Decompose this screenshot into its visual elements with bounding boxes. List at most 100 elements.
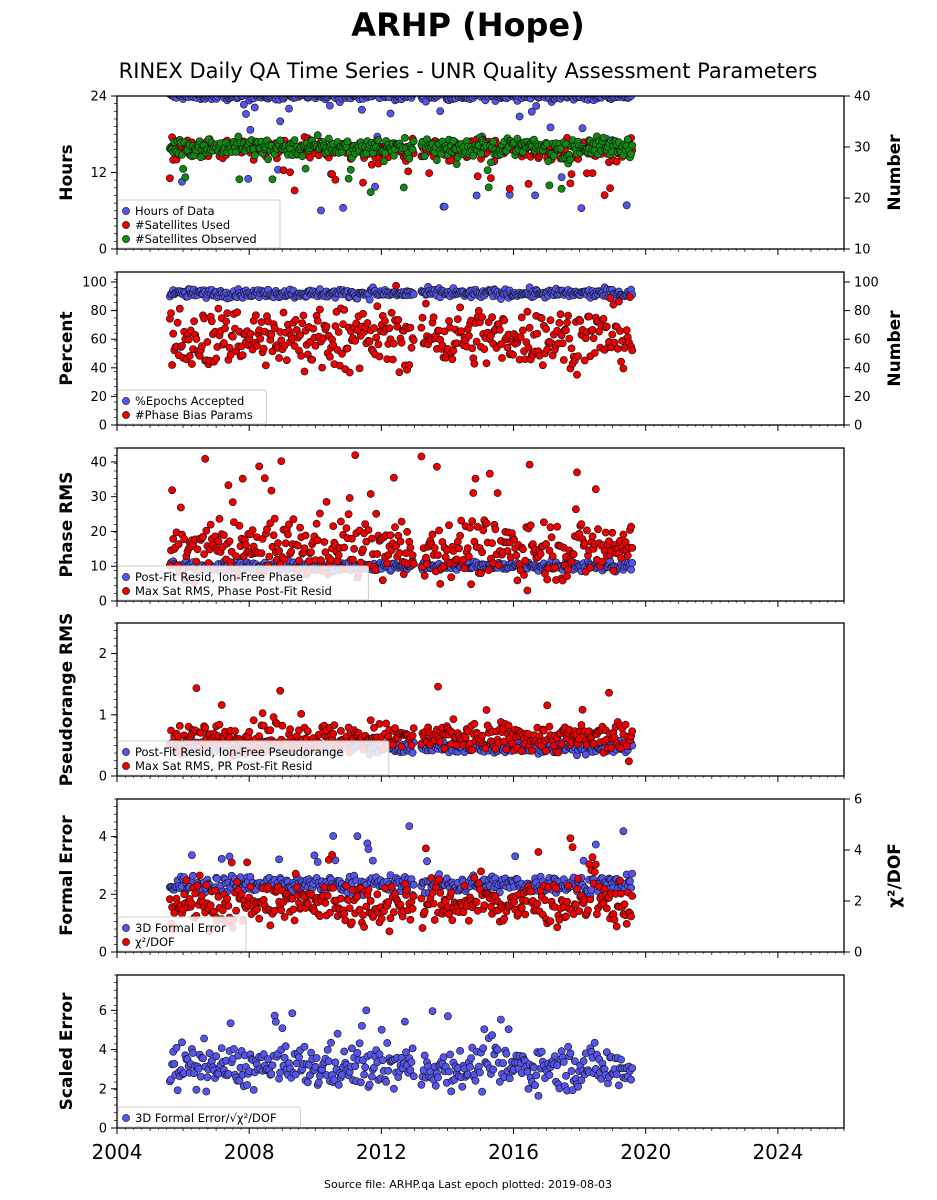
data-point — [374, 136, 383, 145]
data-point — [317, 206, 325, 215]
data-point — [555, 318, 564, 327]
data-point — [626, 293, 634, 301]
data-point — [456, 531, 464, 540]
legend-marker — [122, 748, 130, 756]
data-point — [460, 564, 469, 573]
data-point — [408, 145, 417, 154]
y-right-tick-label: 10 — [854, 243, 871, 258]
data-point — [283, 530, 292, 539]
data-point — [591, 840, 600, 849]
data-point — [292, 883, 301, 892]
data-point — [282, 356, 291, 365]
data-point — [409, 290, 418, 299]
data-point — [449, 346, 458, 355]
data-point — [538, 361, 547, 370]
data-point — [391, 724, 399, 732]
legend: Hours of Data#Satellites Used#Satellites… — [117, 199, 281, 249]
data-point — [182, 876, 191, 885]
data-point — [226, 558, 235, 567]
data-point — [463, 544, 472, 552]
data-point — [300, 367, 309, 376]
data-point — [556, 310, 565, 319]
data-point — [408, 551, 417, 560]
data-point — [242, 110, 250, 118]
data-point — [290, 916, 299, 925]
data-point — [622, 742, 631, 750]
panel-4: 0 1 2 Pseudorange RMS Post-Fit Resid, Ion-Fr… — [57, 613, 845, 786]
data-point — [385, 324, 394, 332]
data-point — [329, 522, 338, 530]
data-point — [557, 173, 566, 181]
data-point — [379, 157, 388, 166]
data-point — [557, 184, 566, 193]
y-tick-label: 20 — [90, 390, 107, 405]
data-point — [491, 525, 500, 534]
data-point — [329, 832, 338, 840]
data-point — [269, 96, 274, 97]
data-point — [434, 551, 442, 559]
data-point — [519, 545, 527, 554]
panel-2: 0 20 40 60 80 100 0 20 40 60 80 100 Percent Number %Ep… — [57, 271, 905, 434]
data-point — [367, 534, 376, 543]
data-point — [281, 539, 290, 548]
data-point — [385, 927, 394, 936]
y-tick-label: 0 — [99, 595, 107, 610]
data-point — [312, 519, 321, 528]
data-point — [488, 539, 496, 547]
data-point — [473, 172, 482, 181]
data-point — [309, 324, 318, 333]
data-point — [516, 333, 525, 341]
data-point — [179, 164, 187, 173]
data-point — [594, 525, 602, 534]
data-point — [227, 858, 236, 867]
data-point — [255, 732, 264, 740]
data-point — [289, 905, 298, 914]
data-point — [477, 149, 485, 158]
data-point — [256, 334, 265, 343]
data-point — [296, 331, 304, 339]
data-point — [344, 510, 353, 519]
data-point — [351, 451, 360, 459]
data-point — [559, 356, 568, 364]
data-point — [373, 550, 382, 558]
data-point — [226, 350, 235, 359]
data-point — [432, 462, 441, 471]
data-point — [509, 350, 517, 359]
data-point — [364, 845, 373, 853]
data-point — [340, 910, 349, 918]
data-point — [464, 552, 473, 561]
legend-marker — [122, 762, 130, 770]
data-point — [498, 354, 506, 362]
data-point — [239, 100, 248, 109]
data-point — [185, 352, 194, 360]
data-point — [168, 361, 176, 369]
data-point — [328, 851, 336, 859]
data-point — [189, 871, 197, 880]
data-point — [600, 96, 605, 97]
data-point — [382, 719, 390, 728]
data-point — [232, 552, 240, 560]
data-point — [445, 521, 453, 530]
data-point — [468, 517, 477, 526]
data-point — [567, 557, 576, 566]
data-point — [617, 554, 625, 562]
data-point — [600, 191, 609, 199]
data-point — [620, 96, 625, 97]
data-point — [318, 363, 326, 372]
data-point — [364, 526, 373, 534]
data-point — [370, 723, 378, 732]
data-point — [436, 580, 445, 588]
data-point — [257, 549, 266, 557]
data-point — [445, 317, 453, 325]
data-point — [375, 352, 384, 361]
data-point — [293, 541, 302, 550]
data-point — [532, 102, 541, 110]
data-point — [386, 109, 395, 118]
data-point — [523, 88, 530, 95]
data-point — [220, 96, 225, 97]
data-point — [345, 368, 354, 377]
data-point — [199, 532, 207, 541]
data-point — [181, 173, 190, 182]
data-point — [353, 892, 362, 901]
